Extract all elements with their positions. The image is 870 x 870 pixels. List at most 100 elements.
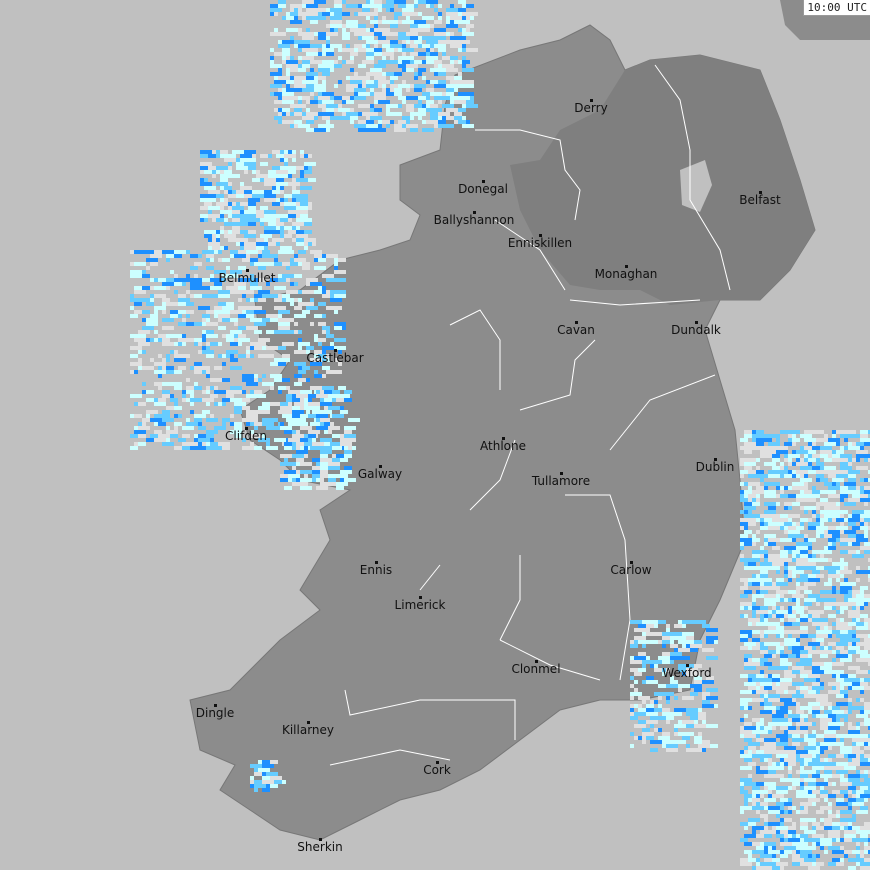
rain-cell: [820, 554, 824, 558]
rain-cell: [230, 386, 242, 390]
rain-cell: [458, 0, 466, 4]
rain-cell: [202, 286, 210, 290]
rain-cell: [190, 446, 198, 450]
rain-cell: [304, 230, 312, 234]
rain-cell: [832, 454, 844, 458]
rain-cell: [298, 96, 302, 100]
rain-cell: [744, 726, 756, 730]
rain-cell: [752, 550, 756, 554]
rain-cell: [836, 590, 840, 594]
rain-cell: [752, 658, 760, 662]
city-marker: [473, 211, 476, 214]
rain-cell: [860, 734, 870, 738]
rain-cell: [752, 482, 756, 486]
rain-cell: [788, 642, 792, 646]
rain-cell: [406, 108, 414, 112]
rain-cell: [650, 700, 654, 704]
rain-cell: [740, 630, 752, 634]
rain-cell: [752, 542, 756, 546]
rain-cell: [312, 410, 316, 414]
rain-cell: [340, 442, 352, 446]
rain-cell: [262, 402, 270, 406]
rain-cell: [706, 688, 718, 692]
rain-cell: [342, 112, 346, 116]
rain-cell: [788, 526, 796, 530]
rain-cell: [394, 88, 402, 92]
rain-cell: [828, 486, 840, 490]
rain-cell: [294, 330, 298, 334]
rain-cell: [646, 720, 658, 724]
city-marker: [630, 561, 633, 564]
rain-cell: [130, 294, 134, 298]
rain-cell: [242, 294, 246, 298]
rain-cell: [744, 834, 756, 838]
rain-cell: [864, 518, 870, 522]
rain-cell: [298, 32, 306, 36]
rain-cell: [844, 430, 856, 434]
rain-cell: [402, 60, 410, 64]
rain-cell: [760, 826, 764, 830]
rain-cell: [748, 818, 760, 822]
rain-cell: [844, 438, 848, 442]
rain-cell: [232, 202, 236, 206]
rain-cell: [740, 718, 744, 722]
rain-cell: [784, 830, 796, 834]
rain-cell: [760, 586, 772, 590]
rain-cell: [270, 8, 282, 12]
rain-cell: [690, 648, 698, 652]
rain-cell: [296, 242, 304, 246]
rain-cell: [294, 282, 298, 286]
rain-cell: [450, 56, 458, 60]
rain-cell: [322, 60, 330, 64]
rain-cell: [248, 202, 256, 206]
rain-cell: [864, 502, 868, 506]
rain-cell: [764, 738, 776, 742]
rain-cell: [320, 482, 324, 486]
rain-cell: [274, 438, 286, 442]
rain-cell: [282, 112, 294, 116]
rain-cell: [764, 602, 776, 606]
rain-cell: [316, 462, 320, 466]
rain-cell: [322, 286, 326, 290]
rain-cell: [242, 406, 250, 410]
rain-cell: [768, 642, 780, 646]
rain-cell: [222, 362, 226, 366]
rain-cell: [306, 52, 318, 56]
rain-cell: [264, 178, 276, 182]
rain-cell: [162, 382, 174, 386]
rain-cell: [816, 754, 820, 758]
rain-cell: [232, 214, 240, 218]
rain-cell: [756, 590, 760, 594]
rain-cell: [780, 822, 784, 826]
rain-cell: [442, 116, 454, 120]
rain-cell: [792, 642, 800, 646]
rain-cell: [780, 854, 788, 858]
rain-cell: [272, 190, 284, 194]
rain-cell: [756, 834, 764, 838]
city-label: Dublin: [695, 460, 735, 474]
rain-cell: [702, 700, 710, 704]
rain-cell: [744, 482, 748, 486]
rain-cell: [378, 100, 390, 104]
rain-cell: [130, 394, 134, 398]
rain-cell: [650, 664, 654, 668]
rain-cell: [202, 330, 214, 334]
rain-cell: [646, 680, 658, 684]
rain-cell: [382, 44, 390, 48]
rain-cell: [670, 712, 682, 716]
rain-cell: [322, 52, 326, 56]
rain-cell: [194, 418, 202, 422]
rain-cell: [278, 0, 282, 4]
rain-cell: [856, 634, 868, 638]
rain-cell: [206, 354, 214, 358]
rain-cell: [280, 226, 292, 230]
rain-cell: [706, 628, 718, 632]
rain-cell: [330, 60, 334, 64]
rain-cell: [406, 88, 410, 92]
rain-cell: [784, 614, 796, 618]
rain-cell: [832, 650, 836, 654]
rain-cell: [186, 310, 194, 314]
rain-cell: [390, 72, 402, 76]
rain-cell: [816, 630, 828, 634]
